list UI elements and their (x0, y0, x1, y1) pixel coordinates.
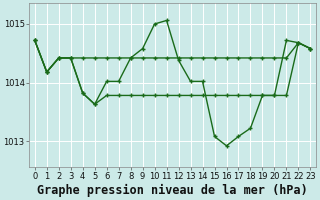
X-axis label: Graphe pression niveau de la mer (hPa): Graphe pression niveau de la mer (hPa) (37, 183, 308, 197)
